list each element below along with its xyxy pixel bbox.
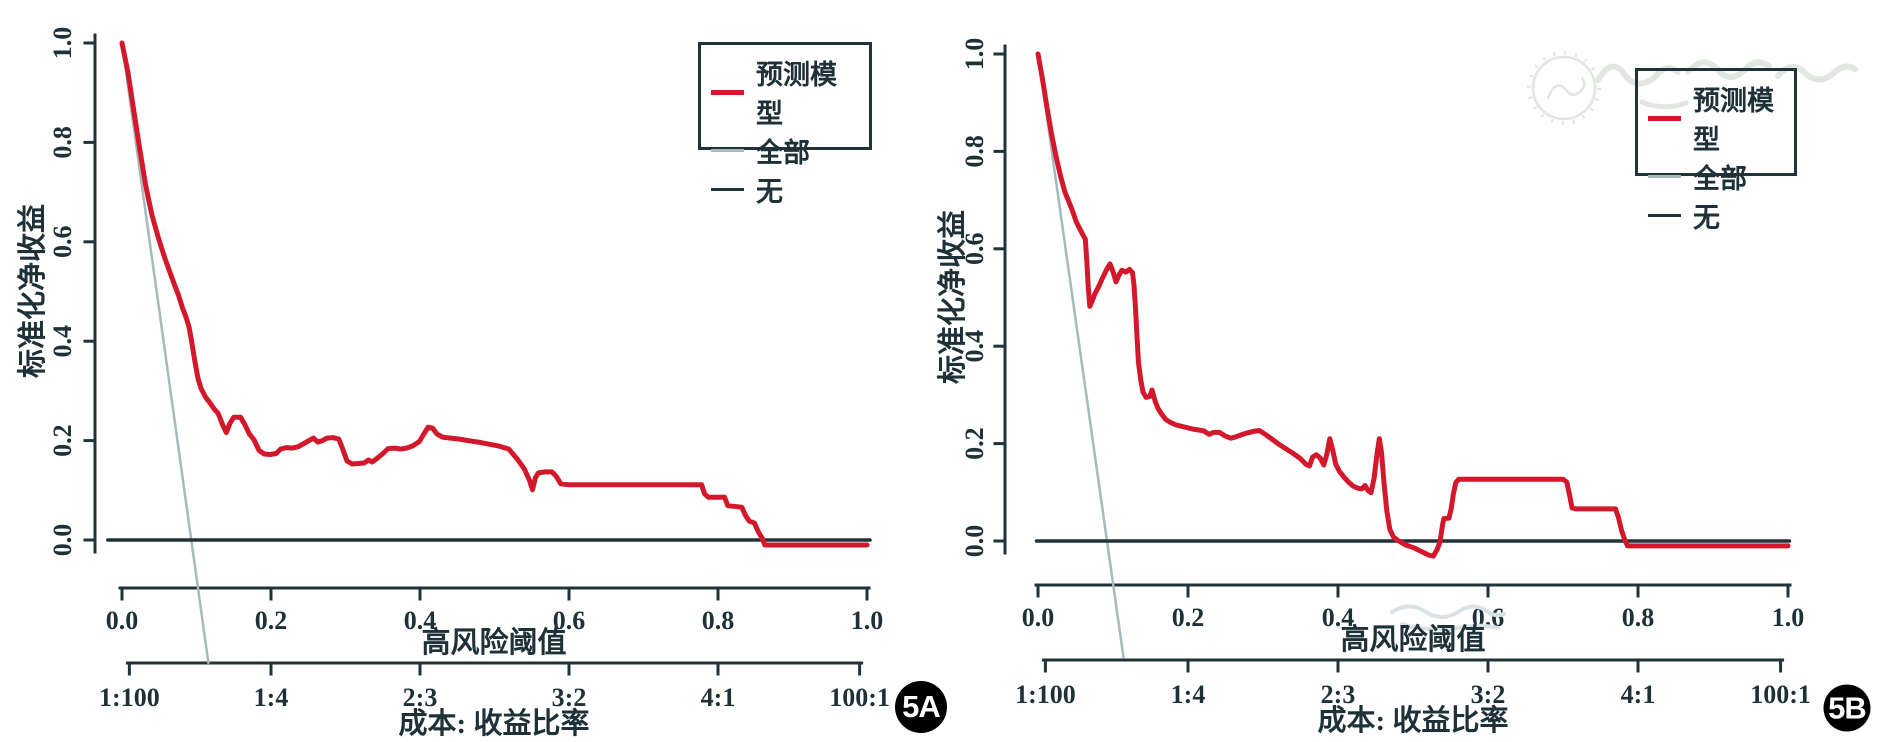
y-tick-label-a: 1.0 [48,27,77,60]
y-tick-label-a: 0.8 [48,126,77,159]
x-tick-label-a: 0.6 [553,606,586,635]
watermark-script-stroke [1639,99,1689,110]
legend-label: 无 [1693,203,1720,233]
panel-badge-a: 5A [895,681,947,733]
x-tick-label-a: 0.2 [255,606,288,635]
legend-line-swatch-icon [711,149,744,152]
secondary-x-tick-label-a: 4:1 [701,683,736,712]
secondary-x-axis-title-b: 成本: 收益比率 [1317,705,1509,737]
x-axis-title-b: 高风险阈值 [1340,624,1486,656]
series-line-a-0 [119,40,870,548]
seal-scallop-edge-icon [1527,51,1601,125]
legend-line-swatch-icon [711,89,744,95]
secondary-x-axis-title-a: 成本: 收益比率 [398,708,590,740]
circular-seal-watermark-icon [1531,55,1597,121]
legend-box-b: 预测模型 全部无 [1635,68,1797,233]
y-tick-label-a: 0.2 [48,424,77,457]
panel-badge-b: 5B [1823,684,1871,732]
secondary-x-tick-label-b: 2:3 [1321,680,1356,709]
x-tick-label-b: 1.0 [1772,603,1805,632]
x-tick-label-b: 0.0 [1022,603,1055,632]
y-tick-label-a: 0.4 [48,325,77,358]
secondary-x-tick-label-b: 3:2 [1471,680,1506,709]
y-tick-label-b: 0.6 [960,233,989,265]
series-line-b-1 [1036,52,1125,659]
y-axis-title-b: 标准化净收益 [937,209,969,385]
secondary-x-tick-label-b: 100:1 [1750,680,1811,709]
x-tick-label-a: 0.4 [404,606,437,635]
y-tick-label-b: 0.4 [960,330,989,363]
legend-label: 无 [756,177,783,207]
legend-label: 全部 [1693,164,1747,194]
legend-line-swatch-icon [1648,175,1681,178]
legend-item: 全部 [1648,157,1784,196]
y-tick-label-b: 1.0 [960,38,989,71]
secondary-x-tick-label-b: 1:100 [1015,680,1076,709]
x-tick-label-b: 0.8 [1622,603,1655,632]
legend-box-a: 预测模型 全部无 [698,42,872,207]
x-tick-label-a: 0.8 [702,606,735,635]
x-axis-title-a: 高风险阈值 [421,627,567,659]
watermark-script-stroke-lower [1390,604,1506,619]
legend-line-swatch-icon [711,187,744,192]
secondary-x-tick-label-a: 1:4 [254,683,289,712]
secondary-x-tick-label-a: 100:1 [829,683,890,712]
x-tick-label-a: 0.0 [106,606,139,635]
x-tick-label-a: 1.0 [851,606,884,635]
legend-item: 预测模型 [711,53,859,131]
y-tick-label-b: 0.2 [960,427,989,460]
secondary-x-tick-label-b: 1:4 [1171,680,1206,709]
y-axis-title-a: 标准化净收益 [17,203,49,379]
legend-item: 无 [711,170,859,209]
legend-label: 预测模型 [1693,86,1774,155]
series-line-b-0 [1035,51,1791,559]
x-tick-label-b: 0.2 [1172,603,1205,632]
secondary-x-tick-label-a: 3:2 [552,683,587,712]
legend-label: 全部 [756,138,810,168]
watermark-script-stroke [1685,59,1772,80]
legend-line-swatch-icon [1648,115,1681,121]
watermark-script-stroke [1775,63,1858,83]
secondary-x-tick-label-b: 4:1 [1621,680,1656,709]
legend-line-swatch-icon [1648,213,1681,218]
series-line-a-1 [120,41,210,665]
legend-label: 预测模型 [756,60,837,129]
secondary-x-tick-label-a: 1:100 [99,683,160,712]
y-tick-label-b: 0.8 [960,135,989,168]
secondary-x-tick-label-a: 2:3 [403,683,438,712]
y-tick-label-b: 0.0 [960,525,989,558]
y-tick-label-a: 0.6 [48,226,77,258]
x-tick-label-b: 0.4 [1322,603,1355,632]
y-tick-label-a: 0.0 [48,524,77,557]
legend-item: 全部 [711,131,859,170]
legend-item: 无 [1648,196,1784,235]
watermark-script-stroke-lower [1400,622,1500,632]
legend-item: 预测模型 [1648,79,1784,157]
seal-glyph-icon [1546,76,1586,100]
